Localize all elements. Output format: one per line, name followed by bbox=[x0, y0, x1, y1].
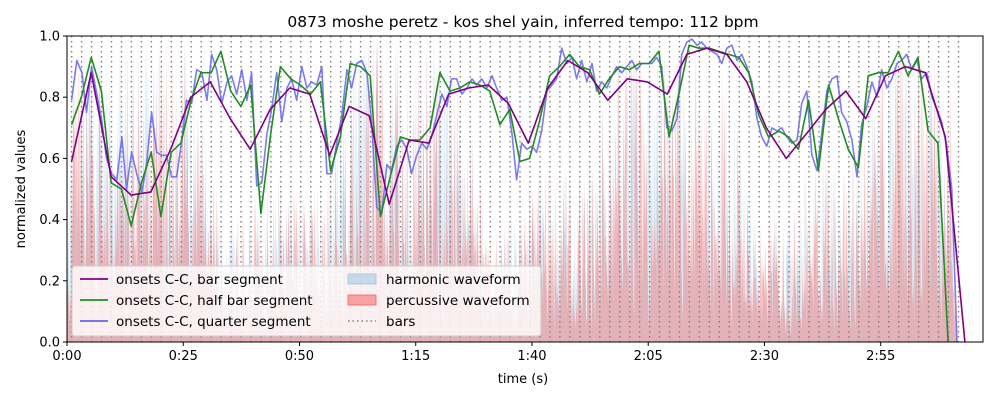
y-tick-label: 0.6 bbox=[39, 152, 60, 167]
y-axis-title: normalized values bbox=[14, 129, 29, 248]
x-axis-title: time (s) bbox=[498, 372, 548, 387]
x-tick-label: 1:40 bbox=[517, 349, 546, 364]
plot-frame bbox=[66, 35, 984, 343]
y-tick-label: 0.8 bbox=[39, 91, 60, 106]
legend-label: percussive waveform bbox=[386, 293, 530, 309]
legend-label: onsets C-C, half bar segment bbox=[116, 293, 313, 309]
x-tick-label: 0:50 bbox=[285, 349, 314, 364]
y-axis: 0.0 0.2 0.4 0.6 0.8 1.0 bbox=[39, 30, 67, 351]
onsets-c-c-bar-segmentline bbox=[70, 47, 966, 342]
lines-layer bbox=[70, 38, 966, 342]
legend-label: bars bbox=[386, 314, 415, 330]
x-tick-label: 1:15 bbox=[401, 349, 430, 364]
y-tick-label: 0.4 bbox=[39, 213, 60, 228]
legend-label: onsets C-C, quarter segment bbox=[116, 314, 311, 330]
y-tick-label: 0.0 bbox=[39, 336, 60, 351]
chart-title: 0873 moshe peretz - kos shel yain, infer… bbox=[287, 13, 758, 31]
legend-label: onsets C-C, bar segment bbox=[116, 272, 283, 288]
x-tick-label: 2:05 bbox=[634, 349, 663, 364]
legend-swatch bbox=[347, 273, 377, 285]
x-axis: 0:00 0:25 0:50 1:15 1:40 2:05 2:30 2:55 bbox=[52, 342, 895, 364]
y-tick-label: 0.2 bbox=[39, 274, 60, 289]
legend: onsets C-C, bar segment onsets C-C, half … bbox=[71, 265, 542, 337]
legend-swatch bbox=[347, 294, 377, 306]
y-tick-label: 1.0 bbox=[39, 30, 60, 45]
x-tick-label: 2:30 bbox=[750, 349, 779, 364]
x-tick-label: 2:55 bbox=[866, 349, 895, 364]
legend-box bbox=[71, 265, 542, 337]
onsets-c-c-half-bar-segmentline bbox=[70, 44, 949, 342]
legend-label: harmonic waveform bbox=[386, 272, 521, 288]
onsets-c-c-quarter-segmentline bbox=[70, 38, 958, 342]
x-tick-label: 0:25 bbox=[169, 349, 198, 364]
x-tick-label: 0:00 bbox=[52, 349, 81, 364]
